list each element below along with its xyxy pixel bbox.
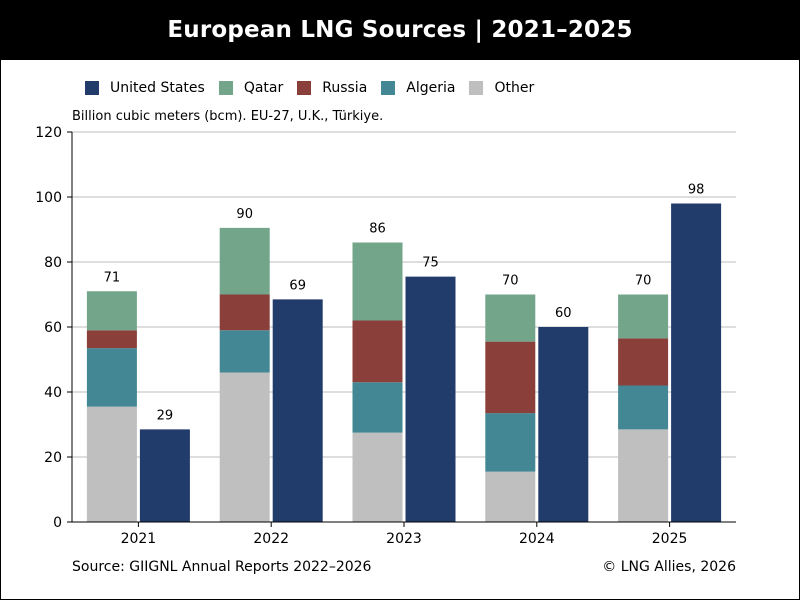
legend-item-russia: Russia xyxy=(297,80,367,96)
legend-item-algeria: Algeria xyxy=(381,80,455,96)
legend-label-other: Other xyxy=(494,80,535,96)
bar-other-2021 xyxy=(86,406,137,522)
legend-swatch-other xyxy=(469,81,484,95)
bar-qatar-2024 xyxy=(485,294,536,342)
bar-qatar-2022 xyxy=(219,227,270,295)
y-tick-label: 20 xyxy=(44,450,62,466)
bar-algeria-2023 xyxy=(352,382,403,433)
us-label-2022: 69 xyxy=(289,278,306,293)
y-tick-label: 60 xyxy=(44,320,62,336)
legend-item-other: Other xyxy=(469,80,534,96)
total-label-2025: 70 xyxy=(635,274,652,289)
bar-other-2025 xyxy=(618,429,669,522)
bar-other-2023 xyxy=(352,432,403,522)
bar-russia-2023 xyxy=(352,320,403,383)
y-tick-label: 40 xyxy=(44,385,62,401)
bar-algeria-2022 xyxy=(219,330,270,373)
legend-swatch-algeria xyxy=(381,81,396,95)
legend-label-russia: Russia xyxy=(322,80,368,96)
y-tick-label: 0 xyxy=(53,515,62,531)
bar-united-states-2024 xyxy=(538,327,589,522)
chart-subtitle: Billion cubic meters (bcm). EU-27, U.K.,… xyxy=(72,109,384,124)
total-label-2023: 86 xyxy=(369,222,386,237)
legend-swatch-qatar xyxy=(218,81,233,95)
copyright-note: © LNG Allies, 2026 xyxy=(602,559,736,575)
legend-label-united-states: United States xyxy=(110,80,205,96)
chart-title: European LNG Sources | 2021–2025 xyxy=(0,0,800,60)
total-label-2021: 71 xyxy=(104,270,121,285)
y-tick-label: 100 xyxy=(35,190,62,206)
x-tick-label: 2022 xyxy=(253,531,289,547)
us-label-2023: 75 xyxy=(422,256,439,271)
bar-russia-2025 xyxy=(618,338,669,386)
us-label-2021: 29 xyxy=(157,408,174,423)
legend-label-qatar: Qatar xyxy=(243,80,284,96)
legend-swatch-russia xyxy=(297,81,312,95)
bar-other-2022 xyxy=(219,372,270,522)
bar-qatar-2021 xyxy=(86,291,137,331)
us-label-2024: 60 xyxy=(555,306,572,321)
legend-item-qatar: Qatar xyxy=(218,80,284,96)
y-tick-label: 80 xyxy=(44,255,62,271)
bar-united-states-2021 xyxy=(139,429,190,522)
x-tick-label: 2024 xyxy=(519,531,555,547)
us-label-2025: 98 xyxy=(688,183,705,198)
bar-algeria-2021 xyxy=(86,348,137,407)
total-label-2022: 90 xyxy=(236,207,253,222)
bar-russia-2024 xyxy=(485,341,536,414)
bar-russia-2021 xyxy=(86,330,137,349)
legend-label-algeria: Algeria xyxy=(406,80,456,96)
bar-algeria-2024 xyxy=(485,413,536,472)
bar-qatar-2023 xyxy=(352,242,403,321)
bar-other-2024 xyxy=(485,471,536,522)
legend-item-united-states: United States xyxy=(85,80,205,96)
x-tick-label: 2021 xyxy=(121,531,157,547)
source-note: Source: GIIGNL Annual Reports 2022–2026 xyxy=(72,559,372,575)
legend-swatch-united-states xyxy=(85,81,99,95)
x-tick-label: 2023 xyxy=(386,531,422,547)
bar-united-states-2023 xyxy=(405,276,456,522)
bar-qatar-2025 xyxy=(618,294,669,339)
bar-united-states-2025 xyxy=(671,203,722,522)
total-label-2024: 70 xyxy=(502,274,519,289)
legend: United States Qatar Russia Algeria Other xyxy=(85,80,548,96)
x-tick-label: 2025 xyxy=(652,531,688,547)
bar-algeria-2025 xyxy=(618,385,669,430)
bar-united-states-2022 xyxy=(272,299,323,522)
y-tick-label: 120 xyxy=(35,125,62,141)
bar-russia-2022 xyxy=(219,294,270,331)
